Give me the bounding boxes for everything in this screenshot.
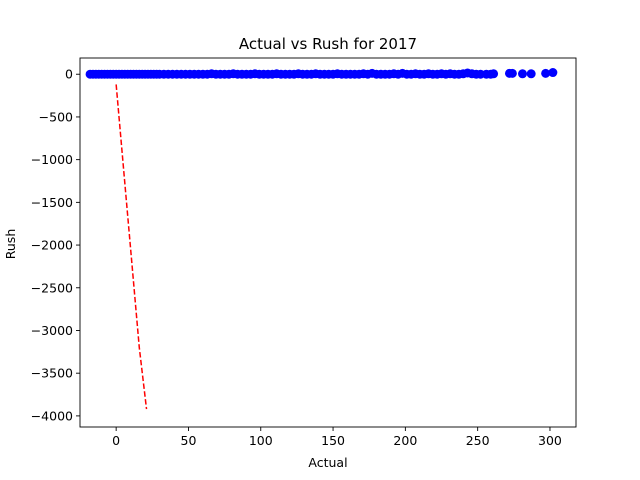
y-tick-label: −3000 [31,323,73,338]
x-tick-label: 200 [393,433,417,448]
x-tick-label: 300 [538,433,562,448]
scatter-point [507,68,517,78]
plot-area [85,68,558,410]
axes: 0 50 100 150 200 250 300 0 −500 −1000 −1500 −2000 −2… [31,57,577,448]
y-tick-label: −1500 [31,195,73,210]
chart-title: Actual vs Rush for 2017 [239,35,417,53]
y-tick-label: −2000 [31,238,73,253]
x-tick-label: 150 [321,433,345,448]
x-axis-label: Actual [308,455,347,470]
scatter-point [548,68,558,78]
y-tick-label: −500 [39,109,73,124]
x-tick-label: 0 [112,433,120,448]
x-tick-label: 50 [181,433,197,448]
y-tick-label: 0 [65,67,73,82]
plot-content [85,68,558,410]
scatter-point [541,68,551,78]
x-tick-label: 250 [466,433,490,448]
y-tick-label: −3500 [31,366,73,381]
scatter-point [518,69,527,79]
scatter-point [526,69,536,79]
x-tick-label: 100 [249,433,273,448]
y-tick-label: −2500 [31,280,73,295]
y-tick-label: −1000 [31,152,73,167]
trend-line [115,84,148,410]
scatter-point [489,69,499,79]
plot-frame [79,57,577,428]
y-axis-label: Rush [3,229,18,259]
y-tick-label: −4000 [31,408,73,423]
